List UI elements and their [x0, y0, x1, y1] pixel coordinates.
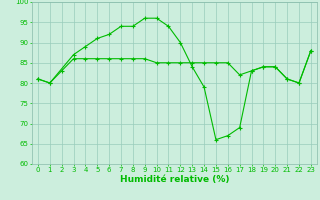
X-axis label: Humidité relative (%): Humidité relative (%) — [120, 175, 229, 184]
